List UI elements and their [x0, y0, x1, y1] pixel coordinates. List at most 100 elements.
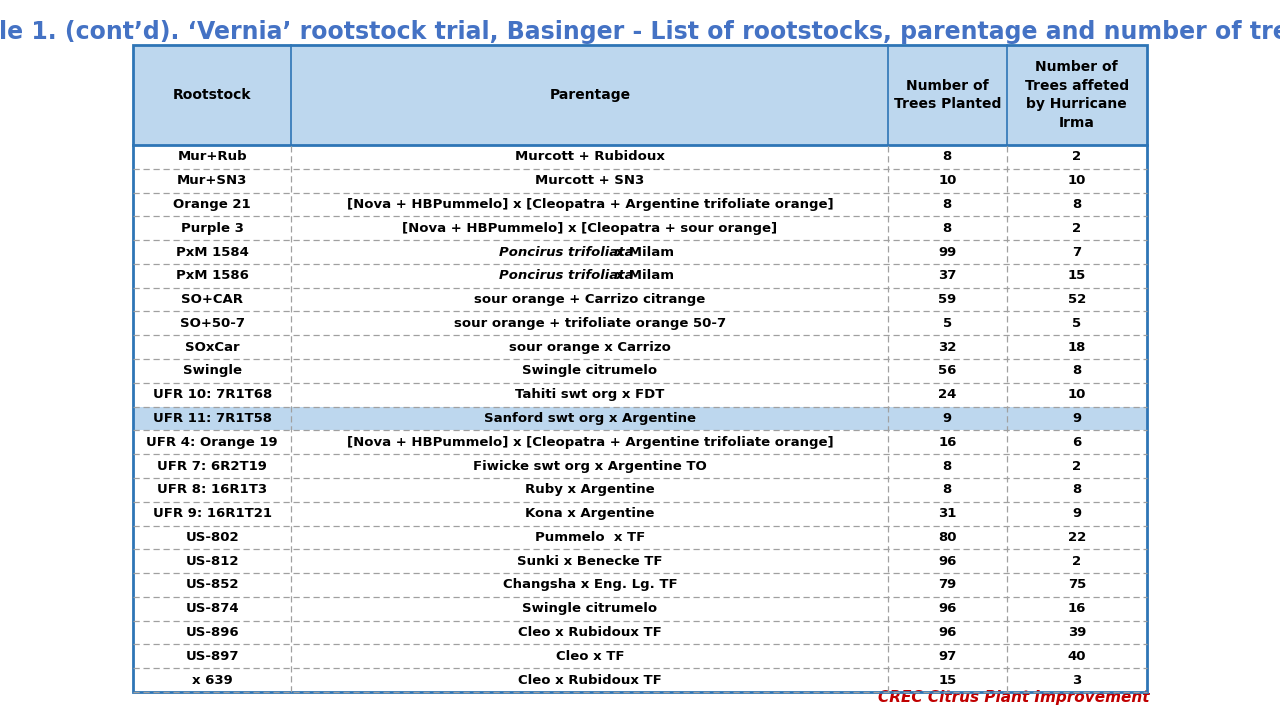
Text: 7: 7	[1073, 246, 1082, 258]
Bar	[133, 526, 1147, 549]
Text: Kona x Argentine: Kona x Argentine	[525, 507, 654, 520]
Text: 32: 32	[938, 341, 956, 354]
Text: 75: 75	[1068, 578, 1085, 591]
Bar	[133, 312, 1147, 336]
Text: 9: 9	[1073, 507, 1082, 520]
Text: 59: 59	[938, 293, 956, 306]
Text: sour orange x Carrizo: sour orange x Carrizo	[509, 341, 671, 354]
Text: x 639: x 639	[192, 674, 233, 687]
Text: 8: 8	[943, 222, 952, 235]
Text: 96: 96	[938, 602, 956, 616]
Text: 9: 9	[943, 412, 952, 425]
Text: 8: 8	[943, 150, 952, 163]
Text: Changsha x Eng. Lg. TF: Changsha x Eng. Lg. TF	[503, 578, 677, 591]
Bar	[133, 240, 1147, 264]
Text: 10: 10	[938, 174, 956, 187]
Text: 37: 37	[938, 269, 956, 282]
Text: Cleo x Rubidoux TF: Cleo x Rubidoux TF	[518, 626, 662, 639]
Text: 2: 2	[1073, 459, 1082, 472]
Text: Swingle citrumelo: Swingle citrumelo	[522, 602, 658, 616]
Text: Sunki x Benecke TF: Sunki x Benecke TF	[517, 554, 663, 567]
Bar	[133, 407, 1147, 431]
Bar	[133, 597, 1147, 621]
Text: 56: 56	[938, 364, 956, 377]
Bar	[133, 431, 1147, 454]
Text: Mur+SN3: Mur+SN3	[177, 174, 247, 187]
Text: Purple 3: Purple 3	[180, 222, 243, 235]
Text: 99: 99	[938, 246, 956, 258]
Bar	[133, 288, 1147, 312]
Text: Table 1. (cont’d). ‘Vernia’ rootstock trial, Basinger - List of rootstocks, pare: Table 1. (cont’d). ‘Vernia’ rootstock tr…	[0, 20, 1280, 44]
Text: Poncirus trifoliata: Poncirus trifoliata	[499, 246, 634, 258]
Text: Cleo x Rubidoux TF: Cleo x Rubidoux TF	[518, 674, 662, 687]
Bar	[133, 573, 1147, 597]
Text: Swingle citrumelo: Swingle citrumelo	[522, 364, 658, 377]
Text: Pummelo  x TF: Pummelo x TF	[535, 531, 645, 544]
Text: US-812: US-812	[186, 554, 239, 567]
Text: Number of
Trees Planted: Number of Trees Planted	[893, 78, 1001, 111]
Bar	[133, 644, 1147, 668]
Text: 2: 2	[1073, 222, 1082, 235]
Text: 39: 39	[1068, 626, 1085, 639]
Text: 8: 8	[943, 198, 952, 211]
Text: 10: 10	[1068, 174, 1085, 187]
Text: 5: 5	[943, 317, 952, 330]
Text: [Nova + HBPummelo] x [Cleopatra + Argentine trifoliate orange]: [Nova + HBPummelo] x [Cleopatra + Argent…	[347, 198, 833, 211]
Text: 8: 8	[1073, 483, 1082, 496]
Text: SO+CAR: SO+CAR	[182, 293, 243, 306]
Text: sour orange + Carrizo citrange: sour orange + Carrizo citrange	[474, 293, 705, 306]
Bar	[133, 336, 1147, 359]
Text: 18: 18	[1068, 341, 1085, 354]
Bar	[133, 478, 1147, 502]
Text: [Nova + HBPummelo] x [Cleopatra + Argentine trifoliate orange]: [Nova + HBPummelo] x [Cleopatra + Argent…	[347, 436, 833, 449]
Text: US-852: US-852	[186, 578, 239, 591]
Text: 2: 2	[1073, 554, 1082, 567]
Text: UFR 11: 7R1T58: UFR 11: 7R1T58	[152, 412, 271, 425]
Text: 8: 8	[1073, 198, 1082, 211]
Text: 52: 52	[1068, 293, 1085, 306]
Text: 2: 2	[1073, 150, 1082, 163]
Text: US-802: US-802	[186, 531, 239, 544]
Text: 6: 6	[1073, 436, 1082, 449]
Text: UFR 10: 7R1T68: UFR 10: 7R1T68	[152, 388, 271, 401]
Text: Swingle: Swingle	[183, 364, 242, 377]
Bar	[133, 549, 1147, 573]
Text: Fiwicke swt org x Argentine TO: Fiwicke swt org x Argentine TO	[472, 459, 707, 472]
Text: Number of
Trees affeted
by Hurricane
Irma: Number of Trees affeted by Hurricane Irm…	[1025, 60, 1129, 130]
Text: Orange 21: Orange 21	[173, 198, 251, 211]
Bar	[133, 264, 1147, 288]
Text: Murcott + Rubidoux: Murcott + Rubidoux	[515, 150, 664, 163]
Text: 8: 8	[943, 459, 952, 472]
Text: SOxCar: SOxCar	[184, 341, 239, 354]
Text: 96: 96	[938, 554, 956, 567]
Text: 96: 96	[938, 626, 956, 639]
Text: SO+50-7: SO+50-7	[179, 317, 244, 330]
Text: 3: 3	[1073, 674, 1082, 687]
Text: Parentage: Parentage	[549, 88, 630, 102]
Text: 9: 9	[1073, 412, 1082, 425]
Text: 31: 31	[938, 507, 956, 520]
Bar	[133, 45, 1147, 692]
Text: x Milam: x Milam	[612, 269, 675, 282]
Text: 22: 22	[1068, 531, 1085, 544]
Text: 79: 79	[938, 578, 956, 591]
Text: sour orange + trifoliate orange 50-7: sour orange + trifoliate orange 50-7	[454, 317, 726, 330]
Bar	[133, 621, 1147, 644]
Text: 24: 24	[938, 388, 956, 401]
Text: PxM 1584: PxM 1584	[175, 246, 248, 258]
Bar	[133, 383, 1147, 407]
Text: 16: 16	[938, 436, 956, 449]
Text: 15: 15	[938, 674, 956, 687]
Text: UFR 4: Orange 19: UFR 4: Orange 19	[146, 436, 278, 449]
Text: US-874: US-874	[186, 602, 239, 616]
Text: Mur+Rub: Mur+Rub	[178, 150, 247, 163]
Text: Tahiti swt org x FDT: Tahiti swt org x FDT	[515, 388, 664, 401]
Text: UFR 7: 6R2T19: UFR 7: 6R2T19	[157, 459, 268, 472]
Text: 10: 10	[1068, 388, 1085, 401]
Bar	[133, 454, 1147, 478]
Text: 97: 97	[938, 650, 956, 663]
Text: 8: 8	[1073, 364, 1082, 377]
Text: PxM 1586: PxM 1586	[175, 269, 248, 282]
Text: 16: 16	[1068, 602, 1085, 616]
Bar	[133, 502, 1147, 526]
